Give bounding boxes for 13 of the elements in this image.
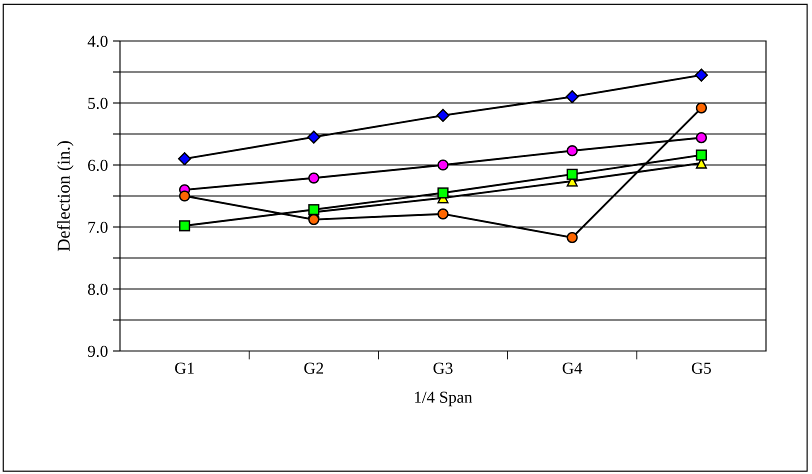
- y-tick-label: 4.0: [88, 36, 108, 48]
- y-tick-label: 9.0: [88, 346, 108, 358]
- y-tick-label: 8.0: [88, 284, 108, 296]
- y-tick-label: 6.0: [88, 160, 108, 172]
- x-tick-label: G1: [175, 362, 194, 374]
- x-tick-label: G3: [434, 362, 453, 374]
- x-axis-title: 1/4 Span: [415, 392, 472, 406]
- x-tick-label: G4: [562, 362, 582, 374]
- y-axis-title: Deflection (in.): [56, 141, 74, 252]
- y-tick-label: 5.0: [88, 98, 108, 110]
- x-tick-label: G5: [692, 362, 711, 374]
- y-tick-label: 7.0: [88, 222, 108, 234]
- x-tick-label: G2: [304, 362, 324, 374]
